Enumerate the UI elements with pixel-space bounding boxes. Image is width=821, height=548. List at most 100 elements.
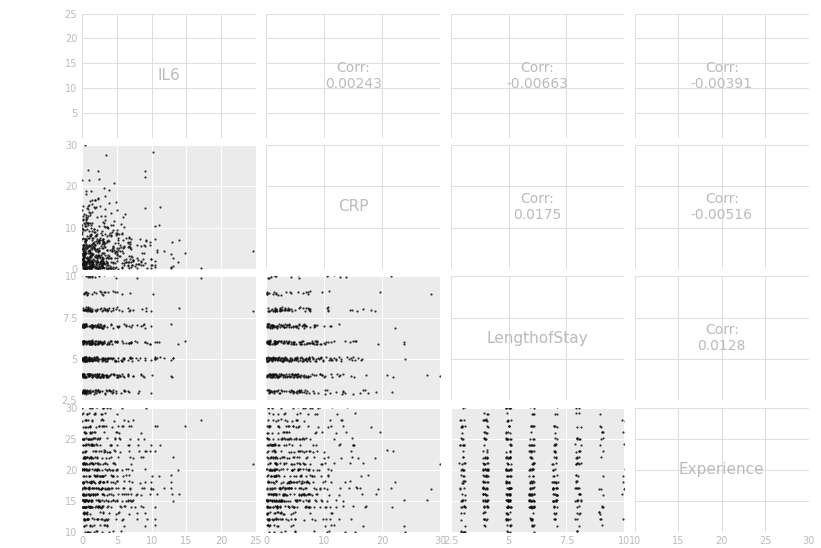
Point [432,496,445,505]
Point [275,356,288,365]
Point [268,387,281,396]
Point [84,253,97,261]
Point [117,355,130,363]
Point [80,262,93,271]
Point [527,471,540,480]
Point [479,490,492,499]
Point [106,387,119,396]
Point [287,503,300,511]
Point [80,520,93,529]
Point [280,454,293,463]
Point [328,459,341,467]
Point [279,483,292,492]
Point [172,340,185,349]
Point [271,337,284,346]
Point [102,260,115,269]
Point [84,502,97,511]
Point [144,255,157,264]
Point [270,502,283,511]
Point [260,288,273,297]
Point [79,497,92,506]
Point [85,258,99,266]
Point [615,416,628,425]
Point [76,459,89,467]
Point [100,306,113,315]
Point [81,263,94,272]
Point [268,466,282,475]
Point [503,403,516,412]
Point [117,223,131,232]
Point [93,262,106,271]
Point [110,198,123,207]
Point [458,490,471,499]
Point [268,441,281,449]
Point [277,370,290,379]
Point [134,242,147,250]
Point [123,509,136,518]
Point [569,484,582,493]
Point [105,246,118,255]
Point [504,453,517,462]
Point [77,515,90,523]
Point [291,389,304,397]
Point [96,356,109,364]
Point [287,372,300,381]
Point [280,427,293,436]
Point [80,503,93,512]
Point [260,502,273,511]
Point [78,502,91,511]
Point [105,387,118,396]
Point [108,356,122,365]
Point [90,255,103,264]
Point [116,357,129,366]
Point [85,503,99,511]
Point [304,459,317,468]
Point [83,336,96,345]
Point [88,404,101,413]
Point [269,305,282,313]
Point [301,339,314,347]
Point [135,484,149,493]
Point [260,509,273,518]
Point [91,370,104,379]
Point [116,353,129,362]
Point [524,496,537,505]
Point [261,508,274,517]
Point [83,478,96,487]
Point [304,306,317,315]
Point [269,459,282,468]
Point [92,235,105,244]
Point [265,496,278,505]
Point [77,306,90,315]
Point [338,528,351,536]
Point [275,303,288,312]
Point [264,370,277,379]
Point [502,421,516,430]
Point [86,490,99,499]
Point [478,478,491,487]
Point [76,373,89,381]
Point [80,354,94,363]
Point [114,356,127,364]
Point [88,433,101,442]
Point [304,406,317,414]
Point [281,416,294,425]
Point [111,466,124,475]
Point [263,515,276,524]
Point [343,459,356,467]
Point [90,305,103,314]
Point [262,304,275,312]
Point [271,356,284,364]
Point [300,484,313,493]
Point [83,372,96,380]
Point [77,306,90,315]
Point [81,423,94,431]
Point [312,353,325,362]
Point [525,466,539,475]
Point [264,355,277,363]
Point [89,262,103,271]
Point [278,320,291,329]
Point [92,195,105,203]
Point [289,322,302,330]
Point [89,373,103,382]
